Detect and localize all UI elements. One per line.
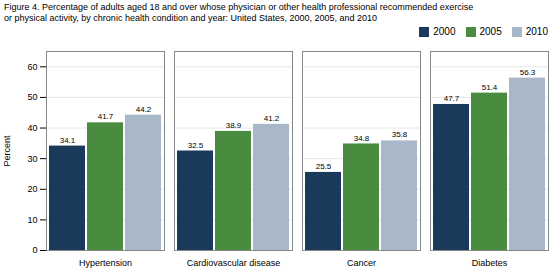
svg-text:20: 20 — [27, 184, 37, 194]
svg-text:Percent: Percent — [2, 135, 12, 167]
svg-text:25.5: 25.5 — [316, 162, 332, 171]
svg-text:50: 50 — [27, 92, 37, 102]
svg-text:60: 60 — [27, 62, 37, 72]
svg-text:32.5: 32.5 — [188, 141, 204, 150]
svg-text:35.8: 35.8 — [392, 130, 408, 139]
svg-text:41.7: 41.7 — [98, 112, 114, 121]
svg-text:38.9: 38.9 — [226, 121, 242, 130]
svg-text:56.3: 56.3 — [520, 68, 536, 77]
svg-text:44.2: 44.2 — [136, 105, 152, 114]
html-text:Figure 4. Percentage of adults: Figure 4. Percentage of adults aged 18 a… — [4, 2, 474, 23]
html-text:2005: 2005 — [479, 26, 502, 37]
svg-text:47.7: 47.7 — [444, 94, 460, 103]
svg-text:51.4: 51.4 — [482, 83, 498, 92]
svg-text:Diabetes: Diabetes — [472, 258, 508, 268]
html-text:2010: 2010 — [525, 26, 548, 37]
svg-text:0: 0 — [32, 245, 37, 255]
svg-text:40: 40 — [27, 123, 37, 133]
svg-text:Hypertension: Hypertension — [79, 258, 132, 268]
html-text:2000: 2000 — [433, 26, 456, 37]
svg-text:Cancer: Cancer — [347, 258, 376, 268]
svg-text:Cardiovascular disease: Cardiovascular disease — [187, 258, 281, 268]
svg-text:41.2: 41.2 — [264, 114, 280, 123]
svg-text:10: 10 — [27, 215, 37, 225]
svg-text:34.1: 34.1 — [60, 136, 76, 145]
svg-text:34.8: 34.8 — [354, 134, 370, 143]
svg-text:30: 30 — [27, 154, 37, 164]
